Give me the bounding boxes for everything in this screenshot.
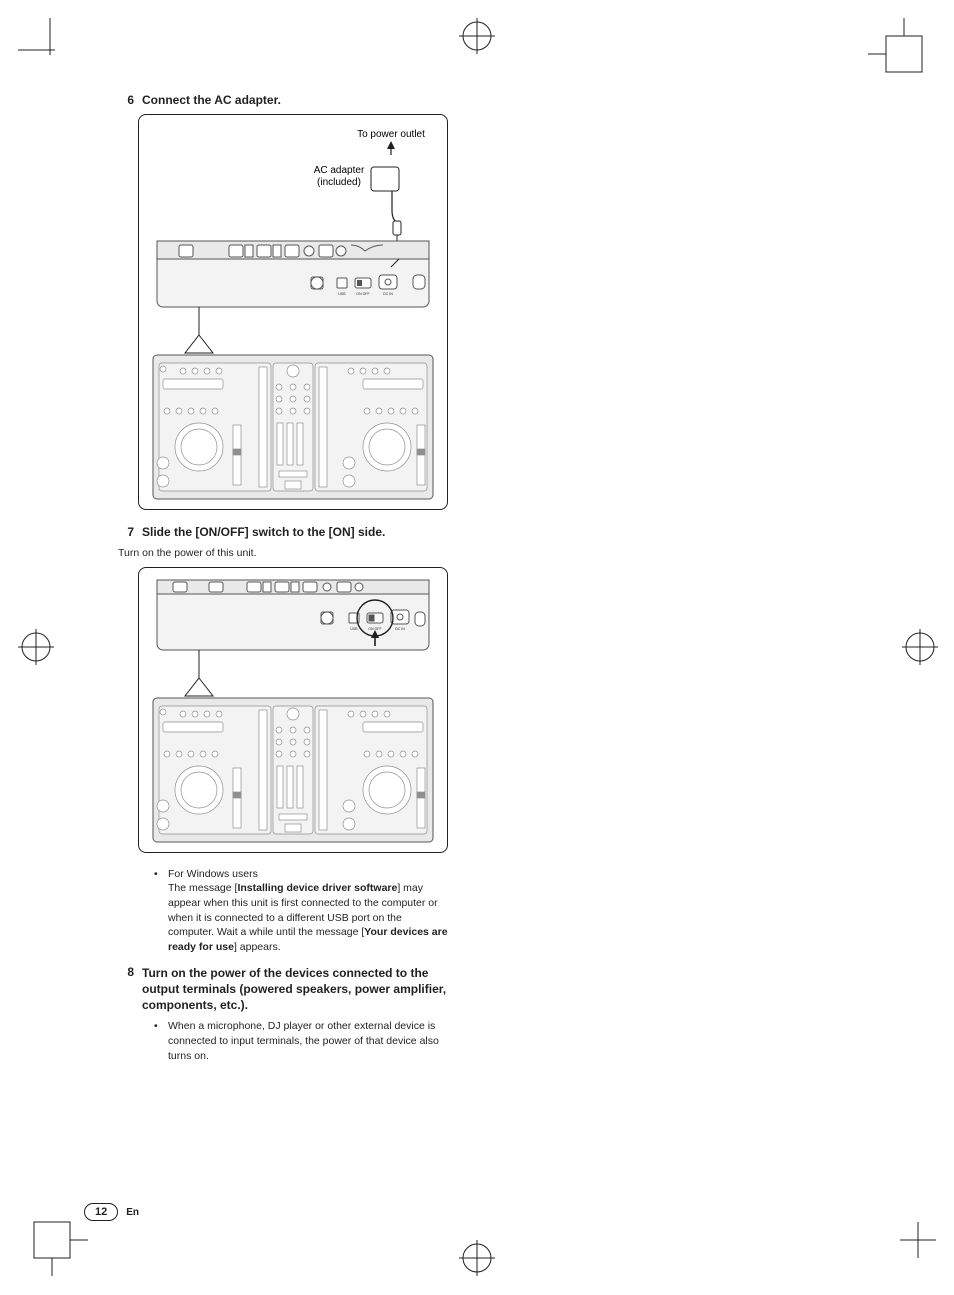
label-ac-adapter-2: (included) bbox=[317, 177, 361, 188]
svg-text:ON OFF: ON OFF bbox=[356, 292, 369, 296]
step-title: Slide the [ON/OFF] switch to the [ON] si… bbox=[142, 524, 385, 540]
step-8-note: • When a microphone, DJ player or other … bbox=[154, 1019, 448, 1063]
step-7-subtext: Turn on the power of this unit. bbox=[118, 546, 448, 560]
bullet-icon: • bbox=[154, 867, 168, 955]
step-title: Turn on the power of the devices connect… bbox=[142, 965, 448, 1014]
diagram-power-switch: USB ON OFF DC IN bbox=[139, 568, 447, 852]
note-text: For Windows users The message [Installin… bbox=[168, 867, 448, 955]
step-title: Connect the AC adapter. bbox=[142, 92, 281, 108]
svg-text:USB: USB bbox=[350, 627, 358, 631]
step-num: 6 bbox=[118, 93, 134, 107]
step-7-figure: USB ON OFF DC IN bbox=[138, 567, 448, 853]
page-number: 12 bbox=[84, 1203, 118, 1221]
note-seg: ] appears. bbox=[234, 941, 281, 953]
step-num: 8 bbox=[118, 965, 134, 979]
diagram-ac-adapter: To power outlet AC adapter (included) bbox=[139, 115, 447, 509]
step-7-heading: 7 Slide the [ON/OFF] switch to the [ON] … bbox=[118, 524, 448, 540]
svg-text:DC IN: DC IN bbox=[383, 292, 393, 296]
page-content: 6 Connect the AC adapter. To power outle… bbox=[118, 92, 448, 1073]
step-6-heading: 6 Connect the AC adapter. bbox=[118, 92, 448, 108]
step-7-note: • For Windows users The message [Install… bbox=[154, 867, 448, 955]
note-lead: For Windows users bbox=[168, 868, 258, 880]
step-8-heading: 8 Turn on the power of the devices conne… bbox=[118, 965, 448, 1014]
bullet-icon: • bbox=[154, 1019, 168, 1063]
note-text: When a microphone, DJ player or other ex… bbox=[168, 1019, 448, 1063]
step-num: 7 bbox=[118, 525, 134, 539]
label-ac-adapter-1: AC adapter bbox=[314, 165, 365, 176]
note-seg: The message [ bbox=[168, 882, 237, 894]
step-6-figure: To power outlet AC adapter (included) bbox=[138, 114, 448, 510]
note-bold: Installing device driver software bbox=[237, 882, 397, 894]
svg-text:DC IN: DC IN bbox=[395, 627, 405, 631]
page-lang: En bbox=[126, 1207, 139, 1218]
page-footer: 12 En bbox=[84, 1203, 139, 1221]
label-power-outlet: To power outlet bbox=[357, 129, 425, 140]
svg-text:USB: USB bbox=[338, 292, 346, 296]
